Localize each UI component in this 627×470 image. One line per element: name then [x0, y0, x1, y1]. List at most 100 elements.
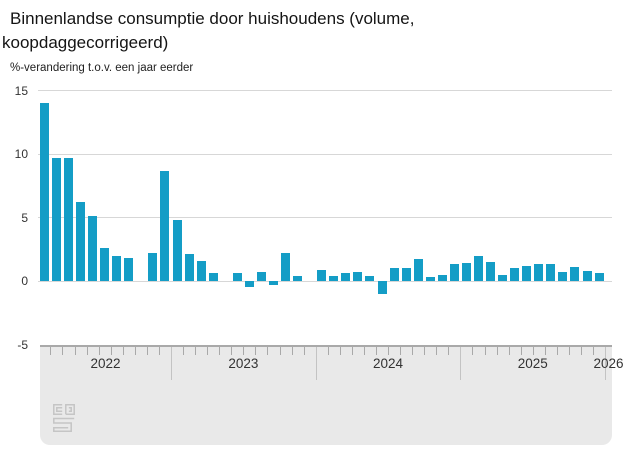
year-label-2026: 2026: [593, 356, 624, 371]
month-tick: [195, 347, 197, 355]
bar-2022-11[interactable]: [148, 253, 158, 281]
bar-2023-04[interactable]: [208, 273, 218, 281]
month-tick: [448, 347, 450, 355]
month-tick: [363, 347, 365, 355]
bar-2023-01[interactable]: [172, 220, 182, 281]
bar-2025-05[interactable]: [510, 268, 520, 281]
bar-2023-09[interactable]: [268, 281, 278, 285]
gridline: [38, 90, 612, 91]
bar-2022-07[interactable]: [100, 247, 110, 281]
bar-2025-08[interactable]: [546, 264, 556, 281]
bar-2022-09[interactable]: [124, 258, 134, 281]
bar-2024-02[interactable]: [329, 275, 339, 281]
bar-2023-10[interactable]: [281, 253, 291, 281]
month-tick: [207, 347, 209, 355]
month-tick: [532, 347, 534, 355]
bar-2025-04[interactable]: [498, 274, 508, 281]
gridline: [38, 153, 612, 155]
month-tick: [134, 347, 136, 355]
month-tick: [472, 347, 474, 355]
month-tick: [146, 347, 148, 355]
bar-2024-04[interactable]: [353, 272, 363, 281]
month-tick: [158, 347, 160, 355]
month-tick: [98, 347, 100, 355]
month-tick: [231, 347, 233, 355]
year-separator: [315, 347, 317, 380]
bar-2025-02[interactable]: [473, 255, 483, 281]
month-tick: [484, 347, 486, 355]
month-tick: [86, 347, 88, 355]
bar-2024-08[interactable]: [401, 268, 411, 281]
month-tick: [303, 347, 305, 355]
bar-2022-05[interactable]: [76, 202, 86, 281]
bar-2024-03[interactable]: [341, 273, 351, 281]
month-tick: [122, 347, 124, 355]
month-tick: [508, 347, 510, 355]
gridline: [38, 217, 612, 218]
year-label-2025: 2025: [517, 356, 548, 371]
month-tick: [183, 347, 185, 355]
bar-2024-01[interactable]: [317, 269, 327, 281]
bar-2024-06[interactable]: [377, 281, 387, 294]
bar-2023-11[interactable]: [293, 275, 303, 281]
y-axis-tick-label: 0: [21, 274, 28, 288]
y-axis-tick-label: 5: [21, 210, 28, 225]
bar-2022-03[interactable]: [51, 157, 61, 281]
year-separator: [605, 347, 607, 380]
cbs-logo: [52, 403, 76, 433]
bar-2024-11[interactable]: [437, 274, 447, 281]
y-axis-tick-label: 10: [14, 147, 28, 161]
bar-2022-08[interactable]: [112, 255, 122, 281]
bar-2024-05[interactable]: [365, 275, 375, 281]
bar-2025-06[interactable]: [522, 265, 532, 281]
year-label-2022: 2022: [90, 356, 121, 371]
bar-2023-07[interactable]: [244, 281, 254, 288]
y-axis-tick-label: -5: [17, 337, 28, 352]
month-tick: [219, 347, 221, 355]
month-tick: [568, 347, 570, 355]
month-tick: [400, 347, 402, 355]
month-tick: [520, 347, 522, 355]
cbs-logo-glyph: [53, 404, 75, 432]
time-axis-slider[interactable]: 2022 2023 2024 2025 2026: [40, 345, 624, 445]
month-tick: [62, 347, 64, 355]
bar-2024-12[interactable]: [449, 264, 459, 281]
bar-2022-04[interactable]: [64, 157, 73, 281]
month-tick: [593, 347, 595, 355]
bar-2025-11[interactable]: [582, 270, 592, 281]
month-tick: [110, 347, 112, 355]
chart-title: Binnenlandse consumptie door huishoudens…: [2, 9, 415, 52]
bar-2022-12[interactable]: [160, 170, 170, 281]
bar-2025-09[interactable]: [558, 272, 568, 281]
bar-2024-07[interactable]: [389, 268, 399, 281]
bar-2025-07[interactable]: [534, 264, 544, 281]
gridline: [38, 280, 612, 282]
month-tick: [424, 347, 426, 355]
bar-2024-09[interactable]: [413, 259, 423, 281]
month-tick: [496, 347, 498, 355]
month-tick: [339, 347, 341, 355]
bar-2023-08[interactable]: [256, 272, 266, 281]
bar-2023-06[interactable]: [232, 273, 242, 281]
bar-2025-01[interactable]: [461, 263, 471, 281]
month-tick: [267, 347, 269, 355]
bar-2022-02[interactable]: [39, 103, 49, 281]
year-label-2023: 2023: [228, 356, 259, 371]
bar-2025-03[interactable]: [486, 261, 496, 281]
bar-2025-10[interactable]: [570, 267, 580, 281]
bar-2023-03[interactable]: [196, 260, 206, 281]
year-label-2024: 2024: [373, 356, 404, 371]
bar-2025-12[interactable]: [594, 273, 604, 281]
chart-subtitle: %-verandering t.o.v. een jaar eerder: [10, 62, 194, 74]
month-tick: [436, 347, 438, 355]
month-tick: [580, 347, 582, 355]
month-tick: [243, 347, 245, 355]
bar-2023-02[interactable]: [184, 254, 194, 281]
month-tick: [291, 347, 293, 355]
bar-2022-06[interactable]: [88, 216, 98, 281]
month-tick: [255, 347, 257, 355]
bar-2024-10[interactable]: [425, 277, 435, 281]
month-tick: [50, 347, 52, 355]
